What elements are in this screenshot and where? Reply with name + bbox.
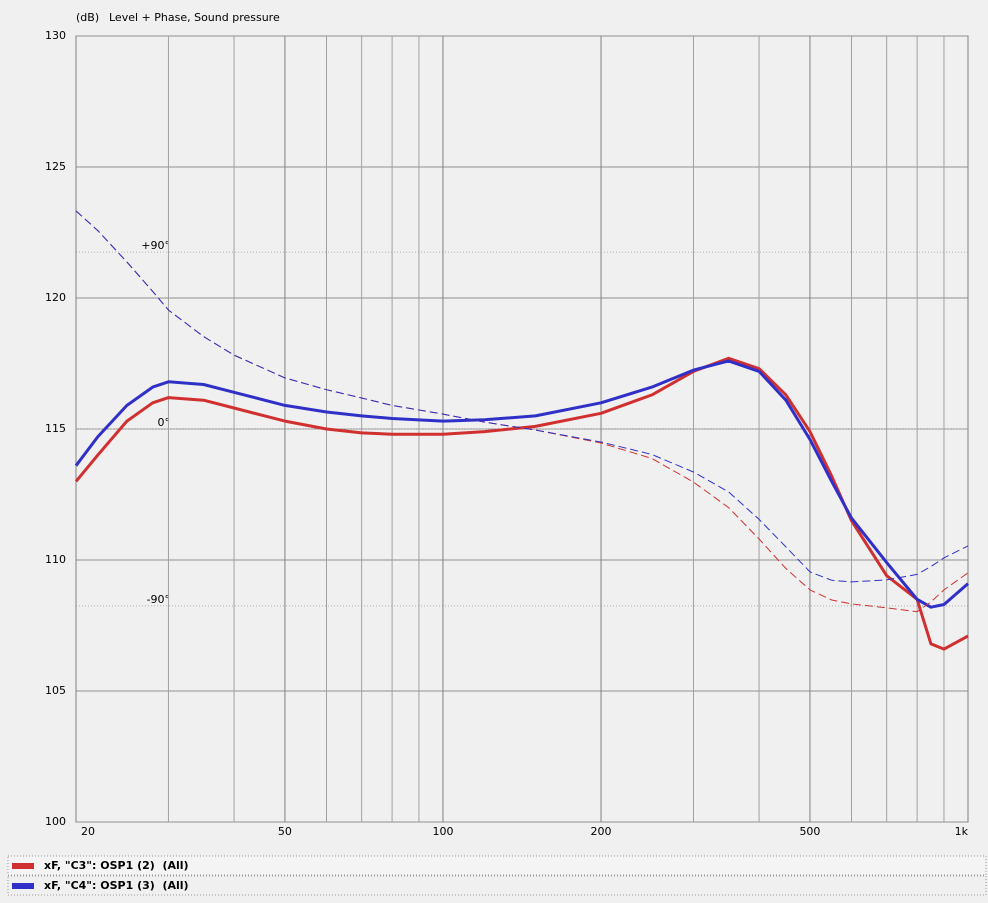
legend-row[interactable] bbox=[7, 855, 987, 876]
y-tick-label: 105 bbox=[45, 684, 66, 697]
y2-tick-label: 0° bbox=[158, 416, 171, 429]
legend-label: xF, "C3": OSP1 (2) (All) bbox=[44, 859, 189, 872]
level-line bbox=[74, 359, 969, 609]
y-tick-label: 125 bbox=[45, 160, 66, 173]
y-tick-label: 115 bbox=[45, 422, 66, 435]
y2-tick-label: +90° bbox=[141, 239, 170, 252]
x-tick-label: 1k bbox=[955, 825, 969, 838]
y-tick-label: 120 bbox=[45, 291, 66, 304]
phase-line bbox=[75, 210, 969, 583]
level-line bbox=[74, 356, 969, 651]
y-tick-label: 110 bbox=[45, 553, 66, 566]
y-tick-label: 130 bbox=[45, 29, 66, 42]
x-tick-label: 200 bbox=[591, 825, 612, 838]
legend-row[interactable] bbox=[7, 875, 987, 896]
legend-label: xF, "C4": OSP1 (3) (All) bbox=[44, 879, 189, 892]
x-tick-label: 500 bbox=[799, 825, 820, 838]
y2-tick-label: -90° bbox=[147, 593, 170, 606]
chart-title: Level + Phase, Sound pressure bbox=[109, 11, 280, 24]
y-axis-label: (dB) bbox=[76, 11, 99, 24]
y-tick-label: 100 bbox=[45, 815, 66, 828]
x-tick-label: 100 bbox=[432, 825, 453, 838]
x-tick-label: 20 bbox=[81, 825, 95, 838]
x-tick-label: 50 bbox=[278, 825, 292, 838]
